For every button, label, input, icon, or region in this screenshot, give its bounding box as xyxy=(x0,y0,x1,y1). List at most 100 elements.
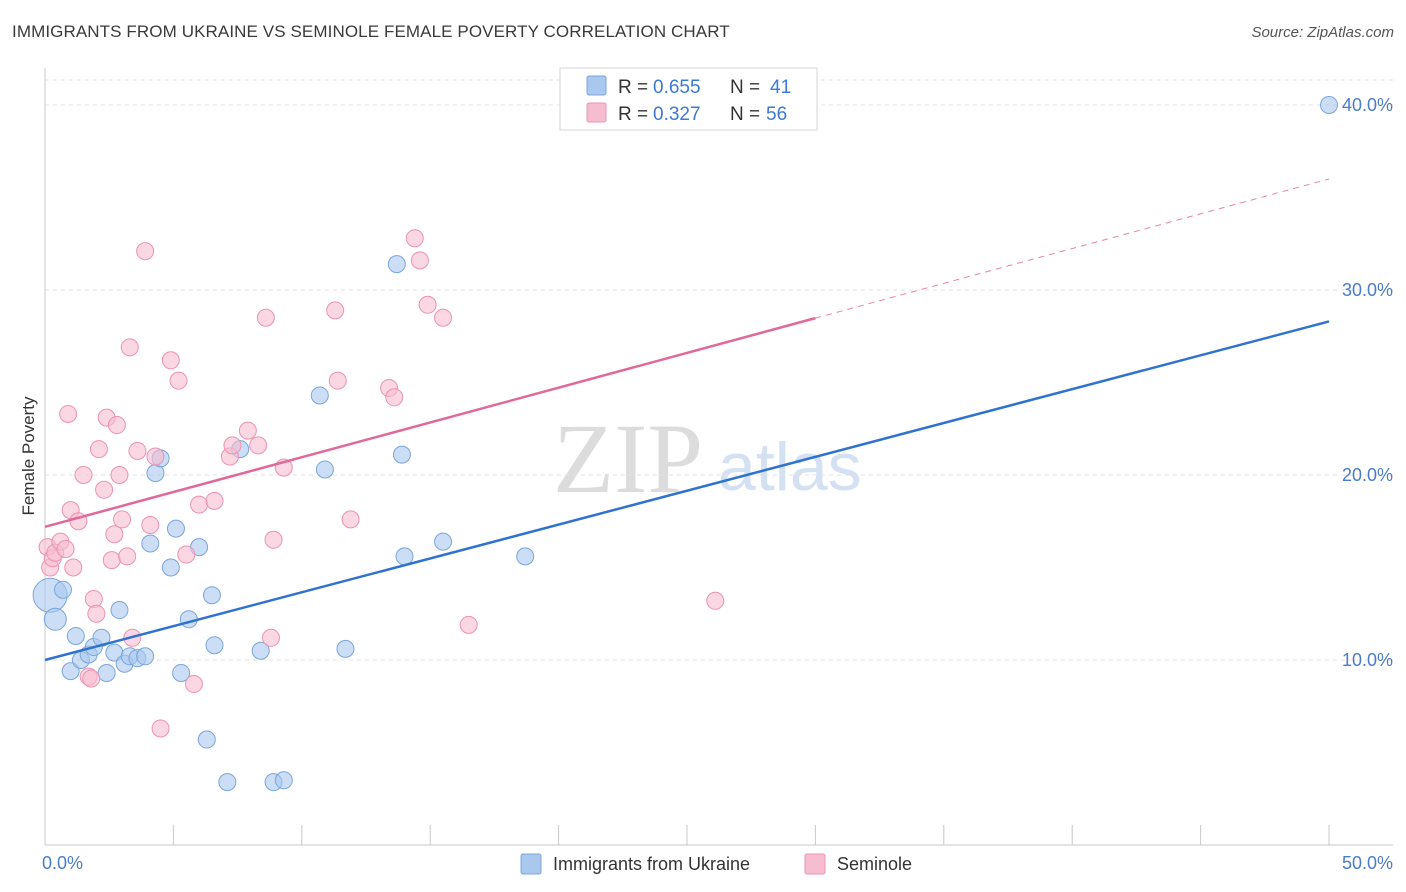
legend-n-value-ukraine: 41 xyxy=(770,77,791,98)
series-seminole-points xyxy=(38,229,725,738)
source-label: Source: ZipAtlas.com xyxy=(1251,24,1394,41)
chart-title: IMMIGRANTS FROM UKRAINE VS SEMINOLE FEMA… xyxy=(12,22,730,41)
ukraine-point-35 xyxy=(387,255,406,274)
seminole-point-29 xyxy=(146,447,165,466)
seminole-point-12 xyxy=(82,669,101,688)
seminole-point-24 xyxy=(120,338,139,357)
ukraine-point-19 xyxy=(161,558,180,577)
ukraine-point-38 xyxy=(434,532,453,551)
x-tick-marks xyxy=(172,825,1330,845)
ukraine-point-39 xyxy=(516,547,535,566)
watermark-atlas: atlas xyxy=(718,429,862,505)
seminole-point-8 xyxy=(64,558,83,577)
y-tick-label-20: 20.0% xyxy=(1342,465,1393,485)
bottom-legend-swatch-ukraine xyxy=(520,853,542,875)
seminole-point-21 xyxy=(110,466,129,484)
ukraine-point-3 xyxy=(61,662,80,681)
seminole-point-42 xyxy=(261,628,280,647)
ukraine-point-27 xyxy=(218,773,237,792)
seminole-point-54 xyxy=(459,615,478,634)
legend-r-value-ukraine: 0.655 xyxy=(653,77,701,98)
seminole-point-39 xyxy=(238,421,257,440)
seminole-point-40 xyxy=(249,436,268,455)
seminole-point-49 xyxy=(385,388,404,407)
seminole-point-18 xyxy=(102,551,121,570)
y-axis-label: Female Poverty xyxy=(19,396,38,516)
bottom-legend-swatch-seminole xyxy=(804,853,826,875)
ukraine-point-31 xyxy=(274,771,293,790)
seminole-point-22 xyxy=(113,510,132,529)
ukraine-point-32 xyxy=(310,386,329,405)
seminole-point-13 xyxy=(84,589,103,608)
legend-r-value-seminole: 0.327 xyxy=(653,104,701,125)
x-tick-label-min: 0.0% xyxy=(42,853,83,873)
ukraine-point-26 xyxy=(205,636,224,655)
watermark-zip: ZIP xyxy=(553,403,703,514)
seminole-point-50 xyxy=(405,229,424,248)
ukraine-point-20 xyxy=(166,519,185,538)
ukraine-point-9 xyxy=(97,663,116,682)
ukraine-point-1 xyxy=(43,607,67,631)
legend-n-label-seminole: N = xyxy=(730,104,760,125)
bottom-legend-label-ukraine: Immigrants from Ukraine xyxy=(553,854,750,874)
seminole-point-47 xyxy=(341,510,360,529)
legend-r-label-ukraine: R = xyxy=(618,77,648,98)
legend-swatch-ukraine xyxy=(586,75,607,96)
trend-line-seminole xyxy=(44,316,816,529)
seminole-point-10 xyxy=(74,466,93,484)
legend-swatch-seminole xyxy=(586,102,607,123)
seminole-point-15 xyxy=(89,440,108,459)
ukraine-point-21 xyxy=(172,663,191,682)
legend-r-label-seminole: R = xyxy=(618,104,648,125)
ukraine-point-33 xyxy=(315,460,334,479)
seminole-point-31 xyxy=(161,351,180,370)
ukraine-point-2 xyxy=(53,580,72,599)
seminole-point-53 xyxy=(434,308,453,327)
seminole-point-23 xyxy=(118,547,137,566)
seminole-point-14 xyxy=(87,604,106,623)
seminole-point-32 xyxy=(169,371,188,390)
ukraine-point-4 xyxy=(66,626,85,645)
seminole-point-36 xyxy=(205,491,224,510)
seminole-point-52 xyxy=(418,295,437,314)
seminole-point-27 xyxy=(136,242,155,261)
ukraine-point-36 xyxy=(392,445,411,464)
axes xyxy=(44,68,1393,846)
ukraine-point-15 xyxy=(136,647,155,666)
ukraine-point-40 xyxy=(1320,96,1338,114)
bottom-legend-label-seminole: Seminole xyxy=(837,854,912,874)
ukraine-point-34 xyxy=(336,639,355,658)
ukraine-point-11 xyxy=(110,601,129,620)
bottom-legend: Immigrants from Ukraine Seminole xyxy=(520,853,912,875)
seminole-point-41 xyxy=(256,308,275,327)
y-tick-label-40: 40.0% xyxy=(1342,95,1393,115)
seminole-point-20 xyxy=(107,416,126,435)
x-tick-label-max: 50.0% xyxy=(1342,853,1393,873)
y-tick-labels: 10.0% 20.0% 30.0% 40.0% xyxy=(1342,95,1393,670)
seminole-point-30 xyxy=(151,719,170,738)
legend-box: R = 0.655 N = 41 R = 0.327 N = 56 xyxy=(559,67,818,131)
seminole-point-28 xyxy=(141,515,160,534)
seminole-point-55 xyxy=(706,591,725,610)
seminole-point-35 xyxy=(190,495,209,514)
ukraine-point-25 xyxy=(202,586,221,605)
seminole-point-5 xyxy=(56,540,75,558)
seminole-point-6 xyxy=(59,404,78,423)
seminole-point-16 xyxy=(95,480,114,499)
seminole-point-34 xyxy=(184,675,203,694)
seminole-point-33 xyxy=(177,545,196,564)
seminole-point-45 xyxy=(326,301,345,320)
grid-lines xyxy=(45,79,1393,661)
seminole-point-38 xyxy=(223,436,242,455)
ukraine-point-24 xyxy=(197,730,216,749)
trend-line-ukraine xyxy=(44,320,1330,662)
seminole-point-43 xyxy=(264,530,283,549)
seminole-point-46 xyxy=(328,371,347,390)
legend-n-label-ukraine: N = xyxy=(730,77,760,98)
seminole-point-51 xyxy=(410,251,429,270)
y-tick-label-30: 30.0% xyxy=(1342,280,1393,300)
legend-n-value-seminole: 56 xyxy=(766,104,787,125)
y-tick-label-10: 10.0% xyxy=(1342,650,1393,670)
seminole-point-26 xyxy=(128,441,147,460)
